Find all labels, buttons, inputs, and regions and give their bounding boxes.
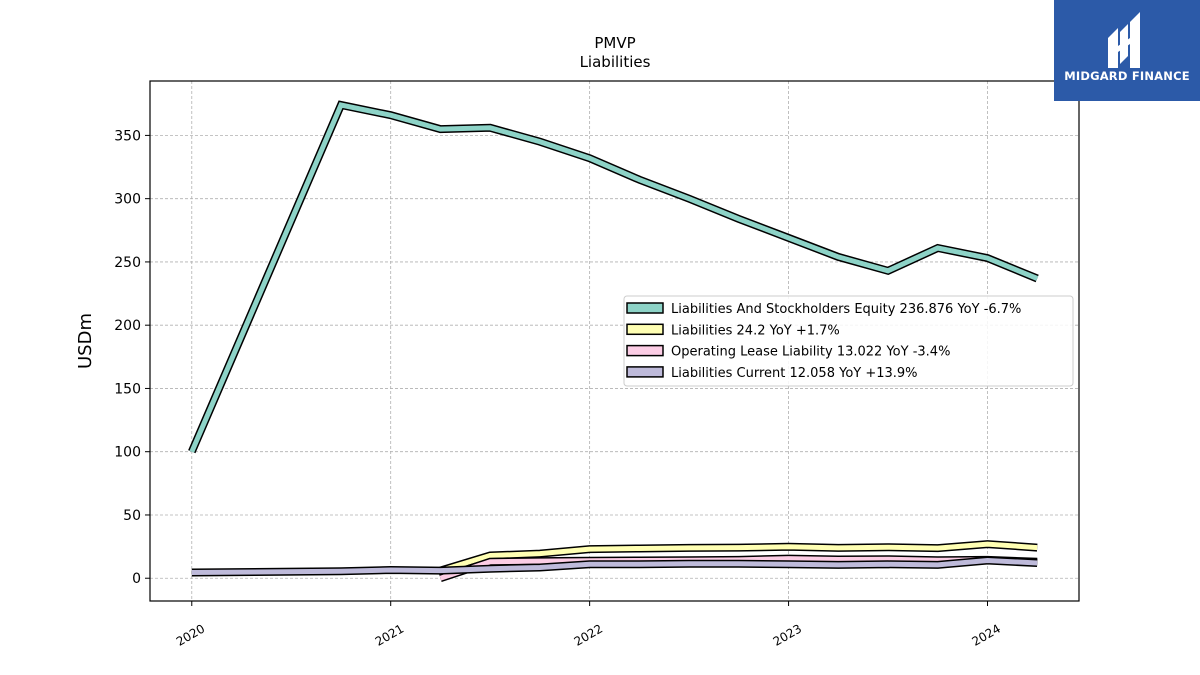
series-line: [191, 557, 1038, 575]
y-tick-label: 350: [114, 128, 141, 144]
legend-label: Liabilities Current 12.058 YoY +13.9%: [671, 366, 918, 381]
series-lines: [188, 100, 1039, 582]
x-tick-label: 2020: [174, 621, 207, 648]
chart-subtitle: Liabilities: [580, 53, 651, 71]
brand-name: MIDGARD FINANCE: [1064, 69, 1190, 83]
x-tick-label: 2023: [771, 621, 804, 648]
brand-logo: MIDGARD FINANCE: [1054, 0, 1200, 101]
y-axis-label: USDm: [75, 313, 96, 369]
legend-swatch: [626, 302, 664, 314]
legend-label: Operating Lease Liability 13.022 YoY -3.…: [671, 345, 950, 360]
y-tick-label: 150: [114, 381, 141, 397]
y-tick-label: 300: [114, 192, 141, 208]
midgard-logo-icon: [1108, 12, 1140, 68]
y-tick-label: 0: [132, 571, 141, 587]
series-group: [439, 540, 1038, 575]
x-tick-label: 2021: [373, 621, 406, 648]
x-tick-label: 2024: [970, 621, 1003, 648]
chart-title: PMVP: [594, 34, 635, 52]
legend-label: Liabilities 24.2 YoY +1.7%: [671, 323, 840, 338]
plot-frame: [149, 80, 1080, 602]
y-tick-label: 50: [123, 508, 141, 524]
legend-swatch: [626, 344, 664, 357]
y-tick-label: 250: [114, 255, 141, 271]
legend: Liabilities And Stockholders Equity 236.…: [623, 295, 1074, 387]
y-tick-label: 200: [114, 318, 141, 334]
x-tick-label: 2022: [572, 621, 605, 648]
legend-swatch: [626, 323, 664, 336]
y-tick-label: 100: [114, 445, 141, 461]
legend-swatch: [626, 366, 664, 378]
legend-label: Liabilities And Stockholders Equity 236.…: [671, 302, 1021, 317]
series-group: [188, 100, 1039, 454]
series-line: [189, 102, 1039, 453]
legend-box: [623, 295, 1074, 387]
series-line: [439, 541, 1038, 573]
series-group: [191, 556, 1038, 577]
